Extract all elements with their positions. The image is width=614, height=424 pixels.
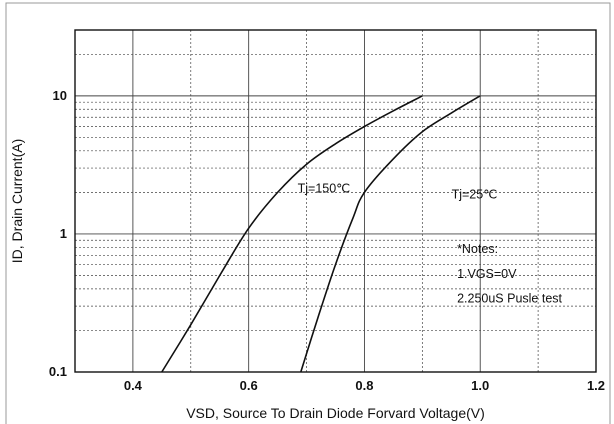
y-tick-label: 1 <box>60 226 67 241</box>
y-tick-label: 10 <box>53 88 67 103</box>
y-tick-label: 0.1 <box>49 364 67 379</box>
plot-area-border <box>74 29 597 373</box>
x-tick-label: 0.8 <box>355 378 373 393</box>
chart-annotation: *Notes: <box>457 242 498 256</box>
series-line-tj25 <box>300 95 481 373</box>
series-layer <box>161 95 481 373</box>
major-gridlines <box>75 30 596 372</box>
x-tick-label: 0.6 <box>240 378 258 393</box>
chart-annotation: Tj=150℃ <box>298 181 351 195</box>
y-axis-title: ID, Drain Current(A) <box>9 139 25 263</box>
x-axis-title: VSD, Source To Drain Diode Forvard Volta… <box>186 405 485 421</box>
series-line-tj150 <box>161 95 423 373</box>
annotations-layer: Tj=150℃ Tj=25℃ *Notes: 1.VGS=0V 2.250uS Pusl… <box>298 181 563 305</box>
x-tick-label: 1.0 <box>471 378 489 393</box>
x-tick-label: 0.4 <box>124 378 143 393</box>
x-tick-label: 1.2 <box>587 378 605 393</box>
axis-ticks: 0.4 0.6 0.8 1.0 1.2 0.1 1 10 <box>49 88 605 393</box>
page-frame <box>5 2 611 424</box>
chart-annotation: 1.VGS=0V <box>457 267 517 281</box>
chart-annotation: Tj=25℃ <box>452 188 498 202</box>
chart-annotation: 2.250uS Pusle test <box>457 291 562 305</box>
